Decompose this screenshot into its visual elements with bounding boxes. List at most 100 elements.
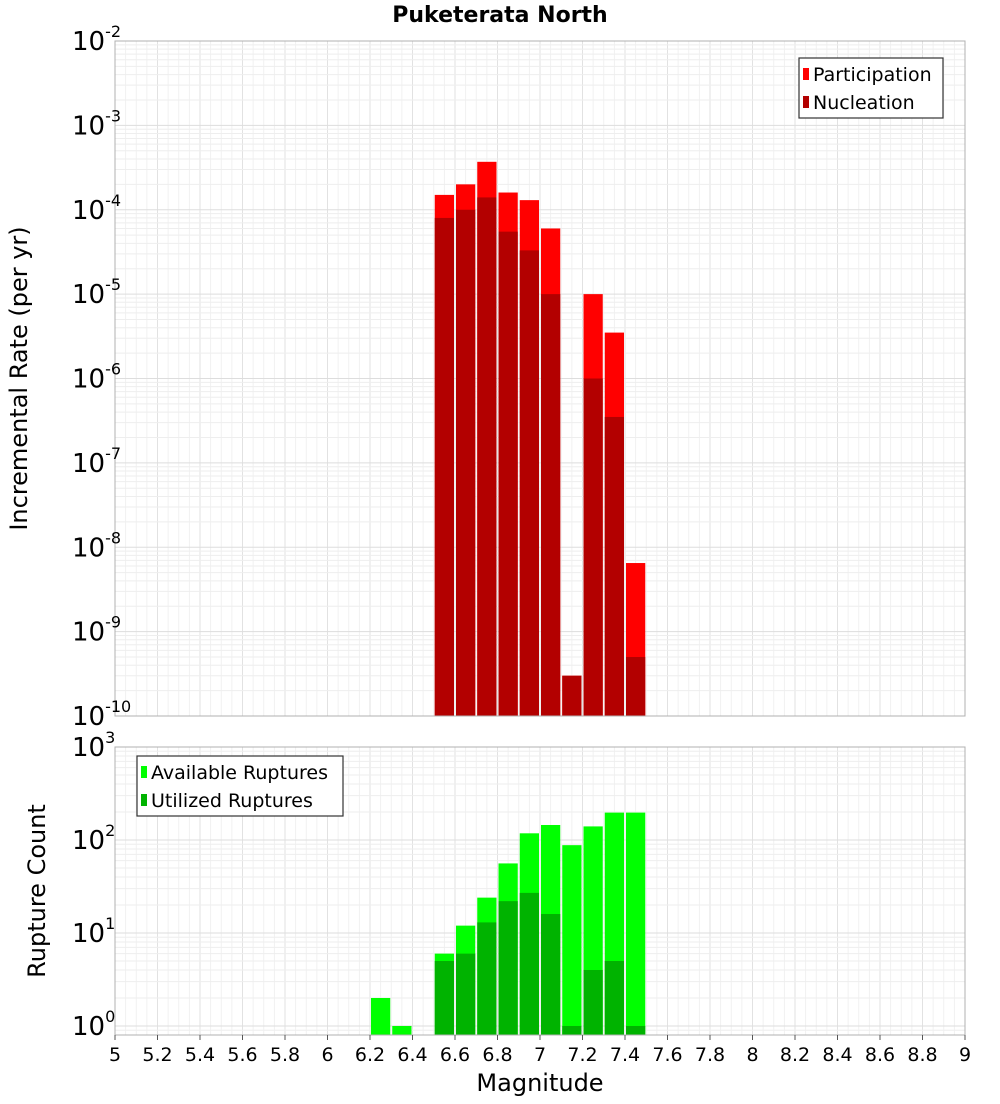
count-bar <box>519 892 539 1035</box>
x-tick-label: 7.8 <box>695 1044 725 1066</box>
rate-series-front <box>434 197 646 717</box>
tick-exponent: -6 <box>105 360 121 379</box>
rate-legend: Participation Nucleation <box>798 57 944 119</box>
rate-bar <box>434 217 454 716</box>
rate-legend-swatch <box>803 96 809 108</box>
tick-base: 10 <box>72 1012 105 1042</box>
tick-base: 10 <box>72 618 105 648</box>
x-tick-label: 5.2 <box>142 1044 172 1066</box>
count-bar <box>562 845 582 1035</box>
x-tick-label: 7 <box>534 1044 546 1066</box>
x-tick-label: 8.4 <box>822 1044 852 1066</box>
count-legend: Available Ruptures Utilized Ruptures <box>136 755 344 817</box>
rate-y-tick-label: 10-7 <box>72 444 121 479</box>
count-y-tick-label: 100 <box>72 1007 115 1042</box>
count-y-tick-label: 101 <box>72 914 115 949</box>
count-bar <box>434 960 454 1035</box>
x-tick-label: 5 <box>109 1044 121 1066</box>
tick-base: 10 <box>72 196 105 226</box>
x-tick-label: 6.6 <box>440 1044 470 1066</box>
rate-y-tick-label: 10-8 <box>72 528 121 563</box>
rate-y-axis-label: Incremental Rate (per yr) <box>5 226 33 530</box>
tick-exponent: 1 <box>105 914 115 933</box>
rate-bar <box>541 294 561 716</box>
x-tick-label: 6.4 <box>397 1044 427 1066</box>
count-legend-box <box>136 755 344 817</box>
count-legend-label: Utilized Ruptures <box>151 790 313 812</box>
x-tick-label: 8.2 <box>780 1044 810 1066</box>
count-bar <box>541 914 561 1035</box>
rate-y-tick-label: 10-2 <box>72 22 121 57</box>
rate-bar <box>604 416 624 716</box>
rate-legend-label: Nucleation <box>813 92 915 114</box>
x-axis-label: Magnitude <box>476 1069 603 1097</box>
tick-exponent: -10 <box>105 697 131 716</box>
x-tick-label: 6.8 <box>482 1044 512 1066</box>
rate-y-tick-label: 10-4 <box>72 191 121 226</box>
rate-legend-label: Participation <box>813 64 932 86</box>
x-tick-label: 5.4 <box>185 1044 215 1066</box>
tick-base: 10 <box>72 702 105 732</box>
x-tick-label: 6 <box>321 1044 333 1066</box>
rate-legend-swatch <box>803 68 809 80</box>
count-bar <box>371 997 391 1035</box>
x-tick-label: 8.6 <box>865 1044 895 1066</box>
count-bar <box>626 1025 646 1035</box>
tick-exponent: -5 <box>105 275 121 294</box>
tick-base: 10 <box>72 27 105 57</box>
x-tick-label: 5.6 <box>227 1044 257 1066</box>
tick-base: 10 <box>72 733 105 763</box>
count-bar <box>392 1025 412 1035</box>
rate-y-tick-label: 10-6 <box>72 360 121 395</box>
rate-plot-border <box>114 40 966 717</box>
x-tick-label: 5.8 <box>270 1044 300 1066</box>
x-tick-label: 7.6 <box>652 1044 682 1066</box>
x-tick-label: 7.2 <box>567 1044 597 1066</box>
tick-base: 10 <box>72 826 105 856</box>
rate-bar <box>498 231 518 716</box>
count-y-tick-label: 102 <box>72 821 115 856</box>
tick-exponent: -3 <box>105 106 121 125</box>
count-legend-swatch <box>141 794 147 806</box>
count-legend-label: Available Ruptures <box>151 762 328 784</box>
rate-bar <box>626 657 646 716</box>
tick-exponent: -7 <box>105 444 121 463</box>
tick-exponent: -8 <box>105 528 121 547</box>
x-tick-label: 8.8 <box>907 1044 937 1066</box>
x-tick-label: 8 <box>746 1044 758 1066</box>
x-tick-label: 9 <box>959 1044 971 1066</box>
count-bar <box>498 901 518 1035</box>
count-bar <box>456 953 476 1035</box>
tick-exponent: -2 <box>105 22 121 41</box>
count-legend-swatch <box>141 766 147 778</box>
rate-bar <box>519 250 539 717</box>
count-bar <box>583 969 603 1035</box>
rate-bar <box>583 378 603 716</box>
count-series-front <box>434 892 646 1035</box>
chart-title: Puketerata North <box>392 3 607 28</box>
rate-bar <box>456 209 476 716</box>
x-ticks: 5 5.2 5.4 5.6 5.8 6 6.2 6.4 6.6 6.8 7 7.2 7.4 7.6 7.8 8… <box>109 1035 971 1066</box>
tick-base: 10 <box>72 533 105 563</box>
tick-exponent: 0 <box>105 1007 115 1026</box>
count-y-tick-label: 103 <box>72 728 115 763</box>
x-tick-label: 7.4 <box>610 1044 640 1066</box>
count-y-axis-label: Rupture Count <box>23 804 51 978</box>
x-tick-label: 6.2 <box>355 1044 385 1066</box>
tick-exponent: 2 <box>105 821 115 840</box>
tick-base: 10 <box>72 280 105 310</box>
tick-base: 10 <box>72 449 105 479</box>
rate-y-tick-label: 10-9 <box>72 613 121 648</box>
tick-base: 10 <box>72 111 105 141</box>
rate-legend-box <box>798 57 944 119</box>
tick-base: 10 <box>72 919 105 949</box>
count-bar <box>562 1025 582 1035</box>
count-bar <box>626 812 646 1035</box>
rate-bar <box>562 675 582 716</box>
tick-exponent: 3 <box>105 728 115 747</box>
